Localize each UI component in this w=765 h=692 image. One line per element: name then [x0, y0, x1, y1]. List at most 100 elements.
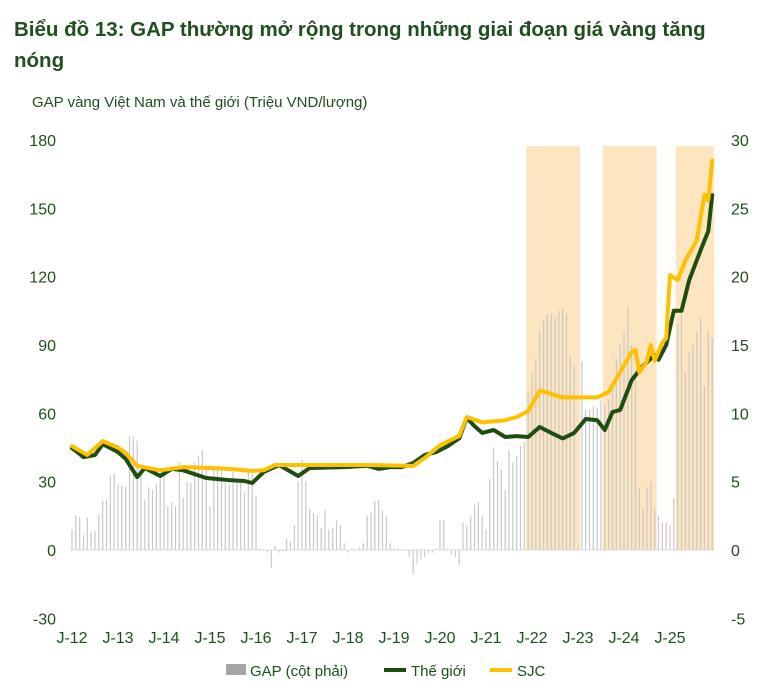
gap-bar: [608, 399, 610, 550]
gap-bar: [684, 372, 686, 550]
x-tick: J-25: [654, 630, 685, 647]
gap-bar: [700, 317, 702, 550]
gap-bar: [531, 372, 533, 550]
gap-bar: [615, 358, 617, 550]
gap-bar: [454, 550, 456, 557]
gap-bar: [493, 447, 495, 550]
gap-bar: [220, 466, 223, 550]
gap-bar: [673, 498, 675, 550]
gap-bar: [266, 550, 269, 553]
gap-bar: [657, 515, 660, 550]
legend-label-sjc: SJC: [517, 663, 546, 680]
highlight-period-2: [602, 146, 657, 550]
gap-bar: [688, 351, 690, 550]
gap-bar: [696, 331, 698, 550]
gap-bar: [646, 487, 648, 550]
gap-bar: [197, 455, 200, 550]
gap-bar: [565, 313, 568, 550]
gap-bar: [381, 510, 384, 550]
gap-bar: [500, 469, 502, 550]
gap-bar: [347, 550, 349, 553]
gap-bar: [186, 481, 188, 550]
chart-title: Biểu đồ 13: GAP thường mở rộng trong nhữ…: [14, 18, 706, 72]
legend-swatch-gap: [226, 664, 246, 675]
gap-bar: [527, 392, 529, 550]
gap-bar: [358, 547, 361, 550]
x-tick: J-19: [378, 630, 409, 647]
gap-bar: [596, 407, 598, 550]
gap-bar: [431, 550, 433, 553]
gap-bar: [117, 484, 119, 550]
gap-bar: [665, 522, 667, 550]
x-tick: J-13: [102, 630, 133, 647]
gap-bar: [251, 473, 253, 550]
gap-bar: [71, 529, 73, 550]
gap-bar: [190, 483, 192, 550]
gap-bar: [654, 509, 656, 550]
gap-bar: [224, 483, 226, 550]
gap-bar: [627, 306, 629, 550]
gap-bar: [558, 310, 560, 550]
gap-bar: [485, 529, 487, 550]
gap-bar: [332, 528, 334, 550]
gap-bar: [316, 515, 318, 550]
gap-bar: [677, 324, 679, 550]
y-tick-right: 15: [731, 338, 749, 355]
gap-bar: [82, 534, 85, 550]
gap-bar: [305, 481, 307, 550]
gap-bar: [650, 481, 652, 550]
gap-bar: [504, 489, 506, 550]
gap-bar: [447, 548, 449, 550]
gap-bar: [585, 409, 587, 550]
gap-bar: [259, 548, 261, 550]
gap-bar: [393, 548, 395, 550]
gap-bar: [669, 525, 671, 550]
gap-bar: [289, 541, 292, 550]
x-tick: J-24: [608, 630, 639, 647]
x-tick: J-18: [332, 630, 363, 647]
gap-bar: [205, 465, 207, 550]
gap-bar: [592, 406, 594, 550]
gap-bar: [320, 528, 322, 550]
sjc-line: [70, 158, 715, 473]
y-tick-left: -30: [33, 611, 56, 628]
gap-bar: [523, 442, 525, 550]
gap-bar: [600, 399, 602, 550]
gap-bar: [312, 513, 315, 550]
gap-bar: [439, 519, 441, 550]
gap-bar: [309, 509, 311, 550]
gap-bar: [174, 506, 177, 550]
gap-bar: [132, 436, 134, 550]
gap-bar: [167, 506, 169, 550]
gap-bar: [435, 548, 437, 550]
gap-bar: [397, 548, 399, 550]
gap-bar: [458, 550, 460, 566]
gap-bar: [477, 502, 479, 550]
y-tick-left: 30: [38, 475, 56, 492]
gap-bar: [232, 469, 234, 550]
gap-bar: [362, 543, 364, 550]
gap-bar: [412, 550, 414, 575]
gap-bar: [619, 345, 621, 550]
gap-bar: [297, 481, 299, 550]
gap-bar: [155, 484, 157, 550]
gap-bar: [324, 510, 326, 550]
gap-bar: [125, 487, 127, 550]
gap-bar: [282, 550, 284, 552]
gap-bar: [420, 550, 422, 560]
gap-bar: [389, 543, 391, 550]
x-tick: J-12: [56, 630, 87, 647]
gap-bar: [692, 345, 694, 550]
gap-bar: [604, 405, 606, 550]
gap-bar: [278, 550, 280, 553]
gap-bar: [339, 525, 341, 550]
gap-bar: [481, 515, 483, 550]
gap-bar: [171, 502, 173, 550]
gap-bar: [661, 522, 663, 550]
gap-bar: [374, 500, 376, 550]
gap-bar: [144, 499, 146, 550]
gap-bar: [109, 476, 111, 550]
gap-bar: [286, 539, 288, 550]
x-tick: J-21: [470, 630, 501, 647]
gap-bar: [182, 498, 184, 550]
